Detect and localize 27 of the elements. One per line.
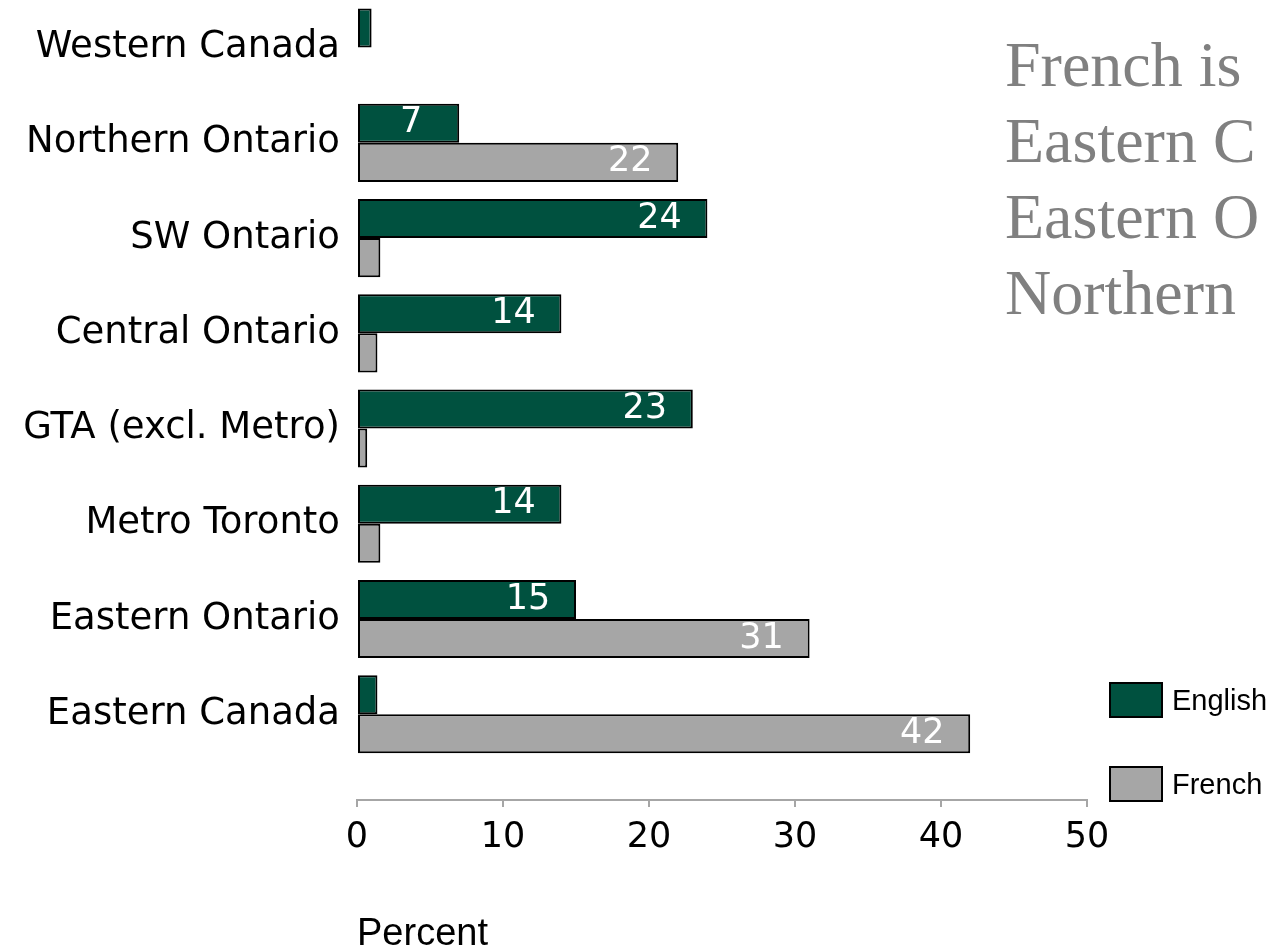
data-label: 23: [622, 386, 668, 427]
data-label: 14: [491, 290, 536, 331]
data-label: 42: [899, 710, 945, 751]
x-tick-label: 20: [626, 815, 672, 856]
legend-label: French: [1172, 767, 1263, 801]
data-label: 24: [637, 195, 682, 236]
x-tick-label: 10: [480, 815, 526, 856]
data-label: 22: [607, 139, 653, 180]
x-tick-label: 0: [345, 815, 369, 856]
data-label: 15: [505, 576, 551, 617]
x-tick-label: 50: [1064, 815, 1110, 856]
y-tick-label: GTA (excl. Metro): [23, 404, 340, 448]
x-tick-label: 40: [918, 815, 964, 856]
legend-label: English: [1172, 683, 1268, 717]
x-tick-label: 30: [772, 815, 818, 856]
y-tick-label: Eastern Ontario: [49, 594, 340, 638]
annotation: French is Eastern C Eastern O Northern: [1005, 28, 1260, 330]
data-label: 7: [400, 100, 423, 141]
y-tick-label: Metro Toronto: [85, 499, 340, 543]
y-tick-label: Western Canada: [35, 23, 340, 67]
data-label: 14: [491, 481, 536, 522]
x-axis-title: Percent: [357, 911, 489, 952]
y-tick-label: Eastern Canada: [46, 689, 340, 733]
y-tick-label: Central Ontario: [55, 308, 340, 352]
y-tick-label: SW Ontario: [130, 213, 340, 257]
y-tick-label: Northern Ontario: [26, 118, 340, 162]
data-label: 31: [739, 615, 784, 656]
